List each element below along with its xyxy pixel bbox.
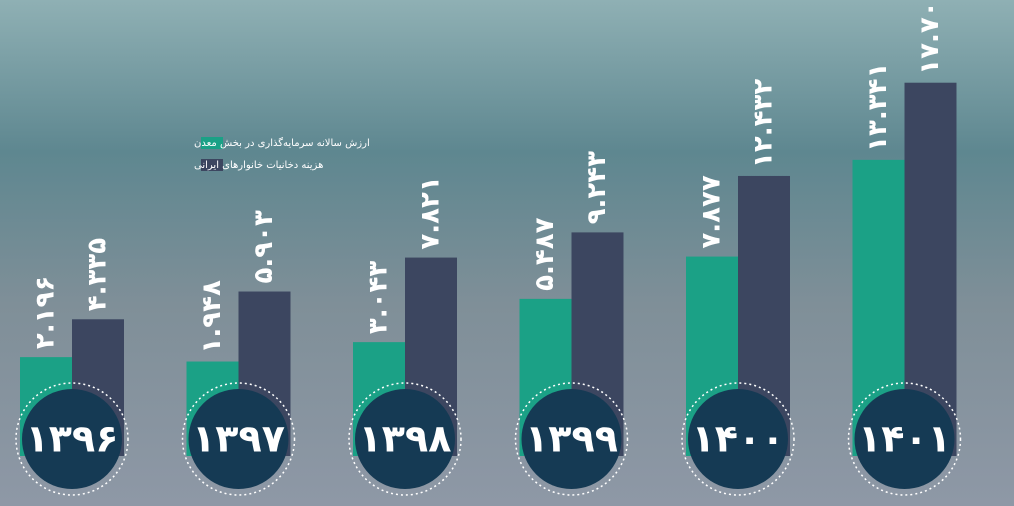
value-label: ۱۷.۷۰ (915, 1, 945, 74)
value-label: ۴.۳۳۵ (83, 238, 113, 311)
legend-label: ارزش سالانه سرمایه‌گذاری در بخش معدن (194, 137, 370, 149)
value-label: ۱۲.۴۳۲ (749, 79, 779, 168)
x-tick-label: ۱۳۹۹ (525, 417, 618, 461)
x-tick-label: ۱۴۰۱ (858, 417, 951, 461)
value-label: ۹.۲۴۳ (582, 151, 612, 224)
x-tick-label: ۱۳۹۷ (192, 417, 285, 461)
x-tick-label: ۱۴۰۰ (692, 417, 785, 461)
value-label: ۲.۱۹۶ (31, 276, 61, 349)
x-tick-label: ۱۳۹۶ (26, 417, 119, 461)
value-label: ۱.۹۴۸ (197, 280, 227, 353)
value-label: ۷.۸۷۷ (697, 175, 727, 248)
value-label: ۵.۴۸۷ (530, 217, 560, 290)
value-label: ۷.۸۲۱ (416, 176, 446, 249)
x-tick-label: ۱۳۹۸ (359, 417, 452, 461)
value-label: ۳.۰۴۳ (364, 261, 394, 334)
chart: ۲.۱۹۶ ۴.۳۳۵ ۱۳۹۶ ۱.۹۴۸ ۵.۹۰۳ ۱۳۹۷ ۳.۰۴۳ ۷.۸۲۱ ۱۳… (0, 0, 1014, 506)
value-label: ۵.۹۰۳ (249, 210, 279, 283)
legend-label: هزینه دخانیات خانوارهای ایرانی (194, 160, 323, 171)
value-label: ۱۳.۳۴۱ (863, 63, 893, 152)
